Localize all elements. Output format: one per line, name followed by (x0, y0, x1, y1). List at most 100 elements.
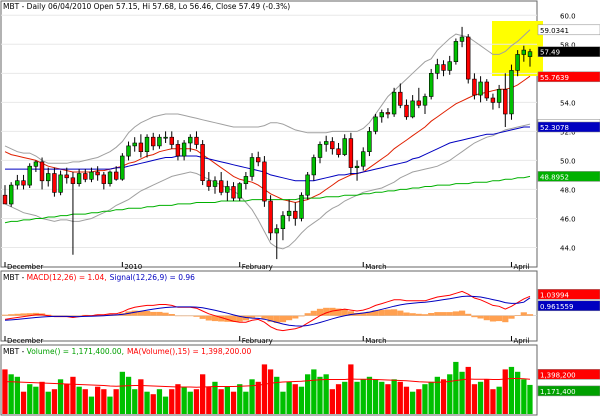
volume-bar (175, 384, 181, 414)
macd-histogram-bar (230, 315, 237, 322)
volume-bar (162, 396, 169, 414)
candle-body (472, 78, 477, 96)
volume-bar (57, 379, 64, 414)
price-x-labels: December 2010 February March April (4, 262, 530, 271)
candle (465, 34, 471, 84)
candle (169, 131, 174, 149)
volume-ma (5, 378, 531, 388)
candle-body (249, 157, 255, 177)
candle-body (2, 194, 8, 205)
candle-body (398, 91, 403, 106)
macd-signal-line (4, 295, 531, 327)
candle-body (391, 91, 397, 115)
candle (219, 172, 224, 196)
macd-right-label-box (537, 300, 600, 312)
candle (404, 99, 409, 120)
volume-bar (317, 376, 323, 414)
candle (311, 154, 316, 181)
macd-histogram-bar (273, 315, 280, 323)
candle-body (404, 104, 409, 118)
candle-body (52, 173, 57, 193)
macd-histogram-bar (477, 315, 484, 319)
macd-histogram-bar (434, 312, 441, 316)
candle (126, 141, 131, 161)
volume-bar (459, 371, 465, 414)
volume-bar (169, 389, 175, 414)
macd-line (4, 290, 531, 332)
candle-body (299, 194, 304, 219)
candle (231, 182, 236, 202)
macd-histogram-bar (508, 315, 515, 319)
volume-bar (527, 384, 533, 414)
macd-histogram-bar (236, 315, 243, 322)
macd-lines (4, 290, 531, 332)
candle (181, 140, 187, 161)
candle-body (465, 36, 471, 80)
macd-histogram-bar (471, 315, 478, 318)
volume-bar (335, 384, 342, 414)
candle (249, 153, 255, 181)
macd-histogram-bar (384, 309, 392, 316)
macd-histogram-bar (459, 310, 466, 316)
volume-bar (230, 391, 237, 414)
volume-header-ticker: MBT - (3, 347, 27, 356)
volume-right-labels: 1,398,200 1,171,400 (537, 369, 600, 397)
macd-histogram-bar (199, 315, 206, 319)
volume-bar (113, 389, 119, 414)
macd-histogram-bar (372, 310, 379, 316)
candle-body (509, 70, 514, 115)
candle-body (15, 180, 20, 186)
candle-body (305, 174, 310, 196)
volume-bar (410, 391, 416, 414)
macd-histogram-bar (298, 315, 305, 317)
volume-bar (45, 391, 51, 414)
price-y-tick-label: 50.0 (560, 157, 576, 165)
candle-body (231, 186, 236, 199)
volume-bar (298, 386, 305, 414)
candle (120, 153, 125, 181)
candle (373, 113, 378, 135)
candle-body (317, 144, 323, 158)
macd-histogram-bar (360, 312, 367, 316)
candle-body (206, 180, 211, 187)
candle (367, 127, 372, 157)
candle (21, 174, 26, 190)
macd-histogram-bar (514, 315, 521, 316)
macd-histogram-bar (20, 313, 27, 316)
volume-bar (187, 391, 193, 414)
candle (496, 84, 502, 109)
macd-histogram-bar (397, 310, 404, 316)
volume-bar (428, 381, 434, 414)
candle (64, 167, 69, 184)
macd-histogram-bar (286, 315, 293, 321)
candle-body (212, 180, 218, 187)
candle (2, 185, 8, 205)
candle (27, 163, 32, 188)
macd-right-label-box (537, 289, 600, 300)
candle (212, 176, 218, 194)
candle (317, 141, 323, 164)
volume-bar (249, 379, 255, 414)
price-right-label: 48.8952 (540, 173, 569, 181)
volume-ma-line (5, 378, 531, 388)
volume-bar (76, 386, 82, 414)
macd-histogram-bar (131, 310, 138, 316)
candle-body (83, 173, 88, 180)
candle-body (101, 174, 107, 184)
candle (107, 170, 113, 187)
candle-body (45, 173, 51, 182)
candle (101, 172, 107, 190)
volume-bar (440, 379, 447, 414)
volume-bar (206, 386, 212, 414)
candle-body (219, 180, 224, 193)
volume-bar (372, 379, 379, 414)
candle-body (336, 148, 341, 155)
candle (200, 140, 205, 186)
candle-body (151, 136, 156, 147)
macd-histogram-bar (292, 315, 299, 319)
macd-histogram-bar (249, 315, 256, 318)
volume-bar (305, 374, 311, 414)
macd-histogram-bar (496, 315, 503, 322)
macd-histogram-bar (218, 315, 225, 322)
